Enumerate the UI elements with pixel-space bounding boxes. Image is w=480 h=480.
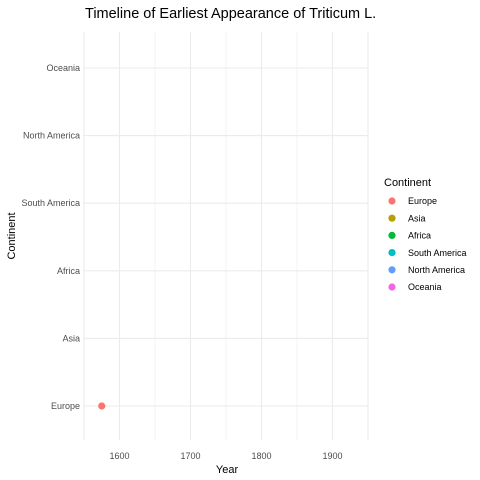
legend-label: Asia	[408, 213, 426, 223]
x-tick-labels: 1600 1700 1800 1900	[109, 451, 342, 461]
y-tick-label: Oceania	[46, 63, 80, 73]
grid	[83, 32, 369, 440]
y-tick-label: South America	[21, 198, 80, 208]
legend-key	[388, 283, 396, 291]
x-axis-title: Year	[216, 464, 239, 476]
legend-label: South America	[408, 248, 467, 258]
y-tick-label: Africa	[57, 266, 80, 276]
y-axis-title: Continent	[6, 212, 18, 259]
x-tick-label: 1700	[180, 451, 200, 461]
legend: Continent Europe Asia Africa South America N…	[384, 177, 467, 292]
legend-key	[388, 266, 396, 274]
legend-title: Continent	[384, 177, 431, 189]
legend-label: North America	[408, 265, 465, 275]
x-tick-label: 1600	[109, 451, 129, 461]
legend-key	[388, 249, 396, 257]
legend-label: Europe	[408, 196, 437, 206]
x-tick-label: 1900	[322, 451, 342, 461]
data-points	[98, 402, 106, 410]
legend-key	[388, 214, 396, 222]
legend-label: Africa	[408, 231, 431, 241]
y-tick-label: North America	[23, 131, 80, 141]
legend-entries: Europe Asia Africa South America North Ameri…	[388, 196, 467, 292]
legend-label: Oceania	[408, 282, 442, 292]
legend-key	[388, 197, 396, 205]
x-tick-label: 1800	[251, 451, 271, 461]
y-tick-label: Asia	[62, 333, 80, 343]
y-tick-labels: Europe Asia Africa South America North Ameri…	[21, 63, 80, 411]
data-point	[98, 402, 106, 410]
y-tick-label: Europe	[51, 401, 80, 411]
legend-key	[388, 231, 396, 239]
chart-title: Timeline of Earliest Appearance of Triti…	[85, 6, 376, 22]
